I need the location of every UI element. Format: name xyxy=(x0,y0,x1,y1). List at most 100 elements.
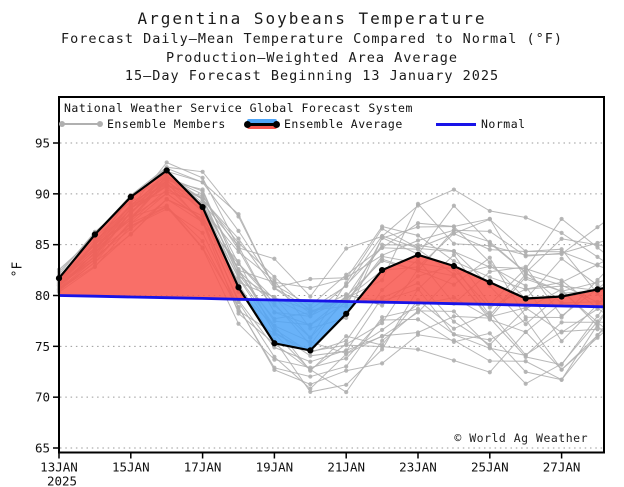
plot-border xyxy=(58,96,605,454)
ensemble-member-point xyxy=(451,258,456,264)
ensemble-average-point xyxy=(379,266,386,274)
ensemble-member-point xyxy=(380,257,385,262)
x-year-label: 2025 xyxy=(47,474,77,487)
ensemble-average-point xyxy=(558,293,565,300)
ensemble-member-point xyxy=(559,249,564,254)
ensemble-member-point xyxy=(487,264,492,270)
ensemble-member-point xyxy=(523,252,528,258)
ensemble-member-point xyxy=(595,263,600,268)
ensemble-member-point xyxy=(236,212,241,217)
x-tick-label: 23JAN xyxy=(399,460,437,475)
ensemble-member-point xyxy=(344,296,349,301)
ensemble-average-point xyxy=(343,310,350,317)
below-normal-fill xyxy=(246,299,357,351)
ensemble-member-point xyxy=(523,317,528,322)
ensemble-member-point xyxy=(487,370,492,375)
ensemble-member-point xyxy=(344,276,349,281)
ensemble-member-point xyxy=(380,343,385,348)
ensemble-member-point xyxy=(236,259,241,264)
ensemble-member-point xyxy=(308,276,313,282)
legend-header: National Weather Service Global Forecast… xyxy=(64,101,413,115)
ensemble-member-point xyxy=(559,367,564,372)
ensemble-member-point xyxy=(308,359,313,364)
ensemble-member-point xyxy=(380,361,385,366)
ensemble-member-point xyxy=(415,203,421,208)
ensemble-member-point xyxy=(308,367,313,372)
y-tick-label: 70 xyxy=(35,390,50,405)
y-tick-label: 95 xyxy=(35,136,50,151)
ensemble-member-point xyxy=(380,235,385,241)
ensemble-member-point xyxy=(344,283,349,289)
ensemble-member-point xyxy=(344,315,349,321)
ensemble-member-point xyxy=(523,381,528,386)
ensemble-member-point xyxy=(415,330,421,335)
ensemble-member-point xyxy=(559,377,564,382)
ensemble-member-point xyxy=(272,345,277,350)
ensemble-member-point xyxy=(559,278,564,283)
normal-swatch-icon xyxy=(436,117,476,131)
legend-label-ensemble-average: Ensemble Average xyxy=(284,117,403,131)
ensemble-member-point xyxy=(523,287,528,292)
ensemble-member-point xyxy=(487,217,492,222)
ensemble-members-swatch-icon xyxy=(59,117,103,131)
ensemble-member-point xyxy=(559,283,564,289)
ensemble-member-point xyxy=(451,358,456,363)
ensemble-member-point xyxy=(595,254,600,259)
x-tick-label: 17JAN xyxy=(184,460,222,475)
ensemble-member-point xyxy=(380,315,385,320)
ensemble-member-point xyxy=(487,305,492,310)
ensemble-member-point xyxy=(559,313,564,319)
ensemble-member-point xyxy=(236,245,241,250)
ensemble-member-point xyxy=(415,238,421,243)
ensemble-average-point xyxy=(307,347,314,354)
ensemble-member-point xyxy=(523,249,528,254)
ensemble-member-point xyxy=(272,274,277,279)
ensemble-member-point xyxy=(415,233,421,238)
ensemble-member-point xyxy=(487,260,492,265)
ensemble-member-point xyxy=(451,314,456,319)
ensemble-average-point xyxy=(127,193,134,200)
ensemble-member-point xyxy=(344,342,349,347)
ensemble-member-point xyxy=(415,347,421,352)
ensemble-member-point xyxy=(200,196,205,201)
ensemble-average-point xyxy=(594,286,601,293)
ensemble-member-point xyxy=(487,310,492,315)
ensemble-member-point xyxy=(595,245,600,250)
ensemble-member-point xyxy=(559,236,564,241)
ensemble-member-point xyxy=(272,365,277,370)
ensemble-member-point xyxy=(236,299,241,305)
ensemble-member-point xyxy=(487,229,492,234)
ensemble-member-point xyxy=(200,175,205,181)
x-tick-label: 15JAN xyxy=(112,460,150,475)
ensemble-average-point xyxy=(271,340,278,347)
ensemble-member-point xyxy=(236,236,241,241)
ensemble-member-point xyxy=(415,308,421,314)
ensemble-member-point xyxy=(595,327,600,332)
ensemble-member-point xyxy=(487,314,492,319)
ensemble-member-point xyxy=(451,187,456,192)
ensemble-member-point xyxy=(344,246,349,251)
ensemble-member-point xyxy=(200,169,205,174)
ensemble-member-point xyxy=(487,275,492,280)
ensemble-average-point xyxy=(522,295,529,302)
ensemble-member-point xyxy=(523,266,528,271)
ensemble-average-point xyxy=(199,203,206,211)
ensemble-member-point xyxy=(595,240,600,246)
ensemble-member-point xyxy=(487,243,492,248)
ensemble-member-point xyxy=(523,283,528,288)
y-tick-label: 90 xyxy=(35,186,50,201)
ensemble-member-point xyxy=(595,333,600,338)
y-tick-label: 85 xyxy=(35,237,50,252)
x-tick-label: 13JAN xyxy=(40,460,78,475)
ensemble-member-point xyxy=(451,326,456,331)
ensemble-member-point xyxy=(487,247,492,252)
ensemble-member-point xyxy=(236,321,241,326)
ensemble-member-point xyxy=(380,245,385,250)
ensemble-member-point xyxy=(380,338,385,343)
ensemble-member-point xyxy=(272,354,277,360)
ensemble-member-point xyxy=(344,272,349,277)
ensemble-member-point xyxy=(380,303,385,308)
ensemble-member-point xyxy=(451,228,456,233)
ensemble-member-point xyxy=(487,345,492,350)
ensemble-member-point xyxy=(595,322,600,327)
